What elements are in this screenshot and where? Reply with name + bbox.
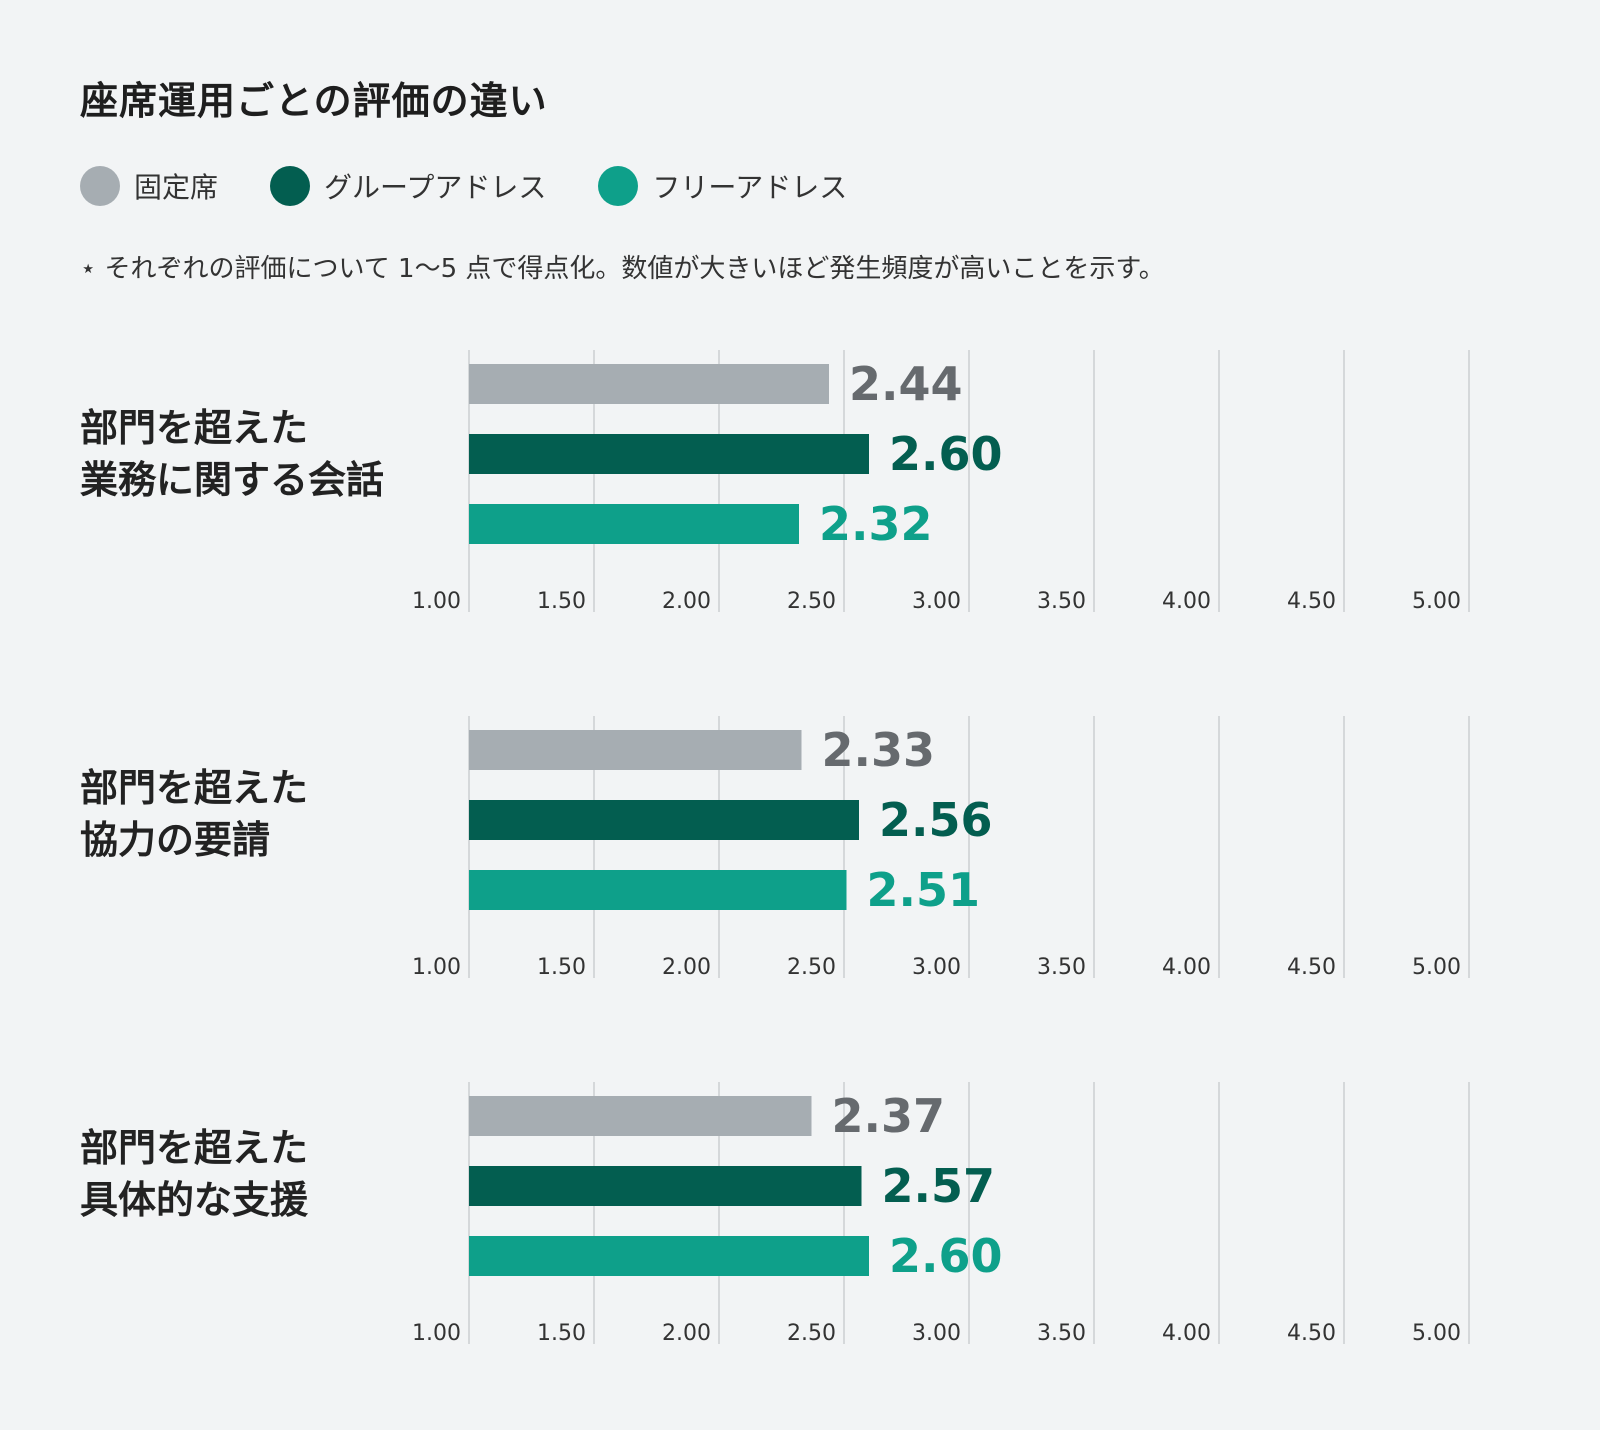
group-label-1: 部門を超えた 協力の要請 xyxy=(80,762,308,866)
tick-label-2-4: 3.00 xyxy=(912,1321,961,1346)
bar-2-1 xyxy=(469,1166,862,1206)
legend-swatch-fixed-seat xyxy=(80,166,120,206)
tick-label-0-1: 1.50 xyxy=(537,589,586,614)
tick-label-0-5: 3.50 xyxy=(1037,589,1086,614)
bar-1-0 xyxy=(469,730,802,770)
tick-label-2-3: 2.50 xyxy=(787,1321,836,1346)
tick-label-1-0: 1.00 xyxy=(412,955,461,980)
group-label-2-line-1: 部門を超えた xyxy=(80,1126,309,1170)
value-label-1-1: 2.56 xyxy=(879,793,993,847)
value-label-2-0: 2.37 xyxy=(832,1089,946,1143)
legend-item-group-address: グループアドレス xyxy=(270,166,546,206)
value-label-2-1: 2.57 xyxy=(882,1159,996,1213)
legend-item-free-address: フリーアドレス xyxy=(598,166,847,206)
tick-label-0-6: 4.00 xyxy=(1162,589,1211,614)
group-label-0: 部門を超えた 業務に関する会話 xyxy=(80,402,384,506)
group-label-1-line-1: 部門を超えた xyxy=(80,766,309,810)
tick-label-0-0: 1.00 xyxy=(412,589,461,614)
tick-label-0-3: 2.50 xyxy=(787,589,836,614)
tick-label-0-4: 3.00 xyxy=(912,589,961,614)
tick-label-1-4: 3.00 xyxy=(912,955,961,980)
group-label-2-line-2: 具体的な支援 xyxy=(80,1178,309,1222)
tick-label-2-7: 4.50 xyxy=(1287,1321,1336,1346)
bar-0-1 xyxy=(469,434,869,474)
bar-0-2 xyxy=(469,504,799,544)
legend-swatch-free-address xyxy=(598,166,639,206)
bar-1-2 xyxy=(469,870,847,910)
tick-label-1-1: 1.50 xyxy=(537,955,586,980)
tick-label-2-8: 5.00 xyxy=(1412,1321,1461,1346)
tick-label-0-8: 5.00 xyxy=(1412,589,1461,614)
bar-1-1 xyxy=(469,800,859,840)
group-label-2: 部門を超えた 具体的な支援 xyxy=(80,1122,308,1226)
legend-label-group-address: グループアドレス xyxy=(324,171,547,204)
bar-0-0 xyxy=(469,364,829,404)
group-label-1-line-2: 協力の要請 xyxy=(80,818,271,862)
legend-label-free-address: フリーアドレス xyxy=(652,171,848,204)
legend-item-fixed-seat: 固定席 xyxy=(80,166,218,206)
legend-label-fixed-seat: 固定席 xyxy=(134,171,219,204)
value-label-0-0: 2.44 xyxy=(849,357,963,411)
bar-2-2 xyxy=(469,1236,869,1276)
tick-label-1-5: 3.50 xyxy=(1037,955,1086,980)
tick-label-2-1: 1.50 xyxy=(537,1321,586,1346)
tick-label-1-2: 2.00 xyxy=(662,955,711,980)
group-label-0-line-1: 部門を超えた xyxy=(80,406,309,450)
tick-label-1-7: 4.50 xyxy=(1287,955,1336,980)
group-label-0-line-2: 業務に関する会話 xyxy=(80,458,385,502)
tick-label-2-0: 1.00 xyxy=(412,1321,461,1346)
legend-swatch-group-address xyxy=(270,166,311,206)
value-label-2-2: 2.60 xyxy=(889,1229,1003,1283)
tick-label-1-3: 2.50 xyxy=(787,955,836,980)
value-label-0-1: 2.60 xyxy=(889,427,1003,481)
tick-label-1-6: 4.00 xyxy=(1162,955,1211,980)
chart-note: ⋆ それぞれの評価について 1〜5 点で得点化。数値が大きいほど発生頻度が高いこ… xyxy=(80,254,1165,284)
value-label-1-0: 2.33 xyxy=(822,723,936,777)
value-label-1-2: 2.51 xyxy=(867,863,981,917)
tick-label-2-2: 2.00 xyxy=(662,1321,711,1346)
legend: 固定席 グループアドレス フリーアドレス xyxy=(80,166,847,206)
tick-label-1-8: 5.00 xyxy=(1412,955,1461,980)
tick-label-0-7: 4.50 xyxy=(1287,589,1336,614)
tick-label-2-5: 3.50 xyxy=(1037,1321,1086,1346)
bar-2-0 xyxy=(469,1096,812,1136)
value-label-0-2: 2.32 xyxy=(819,497,933,551)
tick-label-0-2: 2.00 xyxy=(662,589,711,614)
chart-title: 座席運用ごとの評価の違い xyxy=(80,79,548,123)
tick-label-2-6: 4.00 xyxy=(1162,1321,1211,1346)
